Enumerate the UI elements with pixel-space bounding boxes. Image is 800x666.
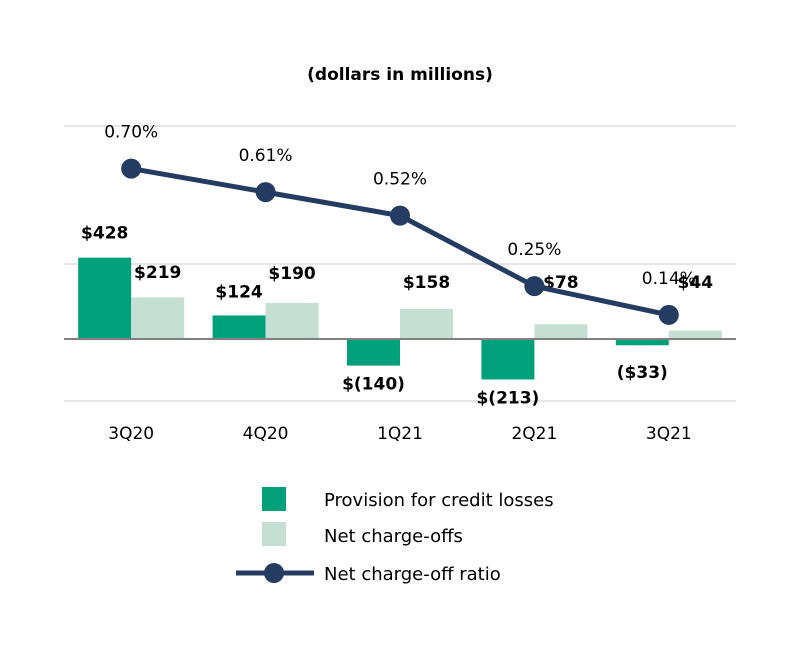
ratio-point bbox=[255, 182, 276, 203]
bar-provision bbox=[615, 339, 669, 346]
bar-provision bbox=[481, 339, 535, 380]
data-label-ratio: 0.70% bbox=[104, 123, 158, 143]
ratio-line-group: 0.70% 0.61% 0.52% 0.25% 0.14% bbox=[104, 123, 696, 325]
x-tick-label: 3Q20 bbox=[108, 424, 154, 444]
data-label-provision: $(213) bbox=[476, 388, 539, 408]
bar-provision bbox=[212, 315, 266, 339]
legend-label-provision: Provision for credit losses bbox=[324, 490, 554, 511]
gridlines bbox=[64, 125, 736, 402]
data-label-ratio: 0.52% bbox=[373, 170, 427, 190]
bar-net-charge-offs bbox=[131, 297, 185, 339]
legend-marker-ratio bbox=[264, 563, 284, 583]
x-tick-label: 3Q21 bbox=[646, 424, 692, 444]
ratio-point bbox=[121, 158, 142, 179]
ratio-line bbox=[130, 166, 670, 318]
data-label-provision: $428 bbox=[81, 224, 128, 244]
bar-net-charge-offs bbox=[265, 302, 319, 339]
data-label-ratio: 0.14% bbox=[642, 269, 696, 289]
ratio-point bbox=[390, 205, 410, 226]
x-axis-ticks: 3Q20 4Q20 1Q21 2Q21 3Q21 bbox=[108, 424, 691, 444]
bar-provision bbox=[78, 257, 132, 339]
bar-net-charge-offs bbox=[400, 308, 453, 339]
data-label-ratio: 0.61% bbox=[239, 146, 293, 166]
data-label-ratio: 0.25% bbox=[507, 240, 561, 260]
legend: Provision for credit losses Net charge-o… bbox=[236, 487, 554, 585]
data-label-net-charge-offs: $158 bbox=[403, 273, 450, 293]
bar-provision bbox=[347, 339, 400, 366]
legend-swatch-net-charge-offs bbox=[262, 522, 286, 546]
data-label-net-charge-offs: $219 bbox=[134, 263, 181, 283]
chart-title: (dollars in millions) bbox=[307, 65, 493, 85]
data-label-provision: $124 bbox=[215, 282, 262, 302]
bar-net-charge-offs bbox=[668, 330, 722, 339]
bar-net-charge-offs bbox=[534, 324, 588, 339]
legend-label-net-charge-offs: Net charge-offs bbox=[324, 526, 463, 547]
x-tick-label: 1Q21 bbox=[377, 424, 423, 444]
bar-group bbox=[78, 257, 722, 380]
data-label-net-charge-offs: $44 bbox=[678, 273, 714, 293]
data-label-provision: ($33) bbox=[617, 363, 668, 383]
ratio-point bbox=[658, 304, 679, 325]
legend-swatch-provision bbox=[262, 487, 286, 511]
x-tick-label: 2Q21 bbox=[511, 424, 557, 444]
x-tick-label: 4Q20 bbox=[243, 424, 289, 444]
ratio-point bbox=[524, 276, 545, 297]
data-label-provision: $(140) bbox=[342, 375, 405, 395]
data-label-net-charge-offs: $190 bbox=[268, 264, 315, 284]
legend-label-ratio: Net charge-off ratio bbox=[324, 564, 501, 585]
